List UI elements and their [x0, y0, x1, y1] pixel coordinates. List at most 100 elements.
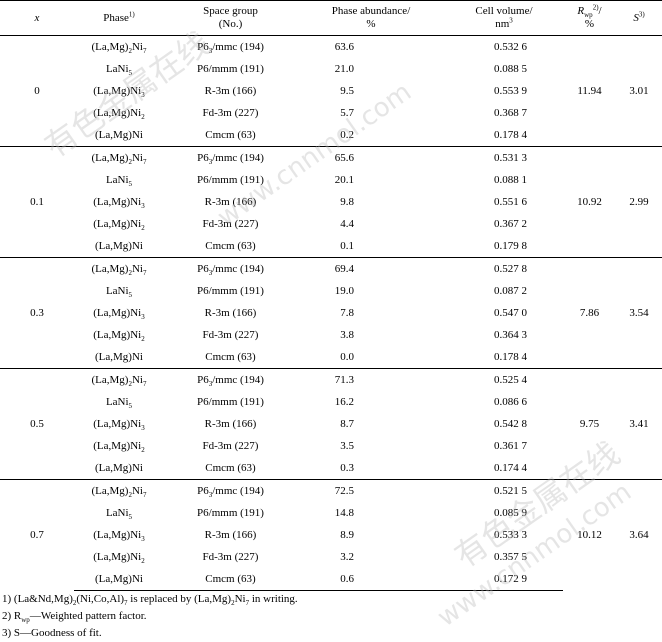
abundance-cell: 4.4 [340, 217, 354, 230]
phase-cell: LaNi5 [105, 284, 133, 299]
space-group-cell: P63/mmc (194) [164, 146, 297, 169]
space-group-cell: Fd-3m (227) [202, 328, 259, 341]
x-value: 0 [0, 35, 74, 147]
cell-volume-cell: 0.086 6 [494, 395, 527, 408]
phase-cell: LaNi5 [105, 395, 133, 410]
cell-volume-cell: 0.088 1 [494, 173, 527, 186]
abundance-cell: 72.5 [297, 479, 445, 502]
phase-cell: (La,Mg)Ni3 [93, 195, 145, 210]
x-value: 0.3 [0, 257, 74, 369]
space-group-cell: Fd-3m (227) [202, 550, 259, 563]
x-value: 0.7 [0, 479, 74, 591]
s-value: 3.01 [616, 35, 662, 147]
abundance-cell: 20.1 [334, 173, 354, 186]
space-group-cell: P6/mmm (191) [197, 506, 264, 519]
table-row: (La,Mg)Ni Cmcm (63) 0.3 0.174 4 [0, 457, 662, 480]
header-row: x Phase1) Space group (No.) Phase abundan… [0, 0, 662, 36]
space-group-cell: R-3m (166) [204, 195, 257, 208]
cell-volume-cell: 0.178 4 [494, 350, 527, 363]
abundance-cell: 3.8 [340, 328, 354, 341]
space-group-cell: R-3m (166) [204, 528, 257, 541]
rwp-value: 10.12 [563, 479, 616, 591]
cell-volume-cell: 0.521 5 [445, 479, 563, 502]
header-cell-volume: Cell volume/nm3 [445, 0, 563, 36]
abundance-cell: 5.7 [340, 106, 354, 119]
phase-cell: (La,Mg)Ni2 [93, 439, 145, 454]
abundance-cell: 63.6 [297, 35, 445, 58]
cell-volume-cell: 0.547 0 [494, 306, 527, 319]
cell-volume-cell: 0.367 2 [494, 217, 527, 230]
abundance-cell: 0.1 [340, 239, 354, 252]
s-value: 3.41 [616, 368, 662, 480]
abundance-cell: 69.4 [297, 257, 445, 280]
table-row: (La,Mg)Ni Cmcm (63) 0.2 0.178 4 [0, 124, 662, 147]
abundance-cell: 21.0 [334, 62, 354, 75]
cell-volume-cell: 0.178 4 [494, 128, 527, 141]
phase-cell: (La,Mg)Ni3 [93, 528, 145, 543]
space-group-cell: Fd-3m (227) [202, 439, 259, 452]
table-row: (La,Mg)Ni Cmcm (63) 0.6 0.172 9 [0, 568, 662, 591]
header-rwp: Rwp2)/% [563, 0, 616, 36]
cell-volume-cell: 0.531 3 [445, 146, 563, 169]
table-row: (La,Mg)Ni3 R-3m (166) 8.7 0.542 8 [0, 413, 662, 435]
header-x: x [0, 0, 74, 36]
rwp-value: 10.92 [563, 146, 616, 258]
table-row: LaNi5 P6/mmm (191) 14.8 0.085 9 [0, 502, 662, 524]
cell-volume-cell: 0.551 6 [494, 195, 527, 208]
header-abundance: Phase abundance/% [297, 0, 445, 36]
cell-volume-cell: 0.087 2 [494, 284, 527, 297]
table-row: 0.5 (La,Mg)2Ni7 P63/mmc (194) 71.3 0.525 4 9.… [0, 368, 662, 480]
table-row: LaNi5 P6/mmm (191) 19.0 0.087 2 [0, 280, 662, 302]
abundance-cell: 19.0 [334, 284, 354, 297]
table-row: 0.3 (La,Mg)2Ni7 P63/mmc (194) 69.4 0.527 8 7.… [0, 257, 662, 369]
phase-cell: (La,Mg)Ni2 [93, 106, 145, 121]
cell-volume-cell: 0.085 9 [494, 506, 527, 519]
table-body: 0 (La,Mg)2Ni7 P63/mmc (194) 63.6 0.532 6 11.9… [0, 35, 662, 591]
space-group-cell: P63/mmc (194) [164, 368, 297, 391]
cell-volume-cell: 0.364 3 [494, 328, 527, 341]
space-group-cell: Fd-3m (227) [202, 217, 259, 230]
phase-cell: LaNi5 [105, 506, 133, 521]
s-value: 2.99 [616, 146, 662, 258]
cell-volume-cell: 0.533 3 [494, 528, 527, 541]
space-group-cell: R-3m (166) [204, 84, 257, 97]
phase-cell: (La,Mg)Ni2 [93, 217, 145, 232]
table-row: 0.7 (La,Mg)2Ni7 P63/mmc (194) 72.5 0.521 5 10… [0, 479, 662, 591]
phase-cell: (La,Mg)Ni2 [93, 328, 145, 343]
phase-cell: LaNi5 [105, 62, 133, 77]
abundance-cell: 0.3 [340, 461, 354, 474]
phase-cell: (La,Mg)Ni3 [93, 306, 145, 321]
x-value: 0.1 [0, 146, 74, 258]
phase-cell: (La,Mg)2Ni7 [74, 35, 164, 58]
phase-cell: (La,Mg)Ni [74, 568, 164, 591]
footnote-1: 1) (La&Nd,Mg)2(Ni,Co,Al)7 is replaced by… [2, 593, 298, 608]
cell-volume-cell: 0.361 7 [494, 439, 527, 452]
space-group-cell: P6/mmm (191) [197, 395, 264, 408]
cell-volume-cell: 0.174 4 [494, 461, 527, 474]
s-value: 3.64 [616, 479, 662, 591]
table-row: 0.1 (La,Mg)2Ni7 P63/mmc (194) 65.6 0.531 3 10… [0, 146, 662, 258]
cell-volume-cell: 0.532 6 [445, 35, 563, 58]
phase-cell: (La,Mg)Ni [95, 128, 143, 141]
abundance-cell: 65.6 [297, 146, 445, 169]
table-row: (La,Mg)Ni2 Fd-3m (227) 3.8 0.364 3 [0, 324, 662, 346]
s-value: 3.54 [616, 257, 662, 369]
abundance-cell: 16.2 [334, 395, 354, 408]
abundance-cell: 7.8 [340, 306, 354, 319]
header-s: S3) [616, 0, 662, 36]
space-group-cell: P6/mmm (191) [197, 173, 264, 186]
table-row: (La,Mg)Ni3 R-3m (166) 7.8 0.547 0 [0, 302, 662, 324]
space-group-cell: Cmcm (63) [205, 461, 256, 474]
header-space-group: Space group (No.) [164, 0, 297, 36]
table-row: 0 (La,Mg)2Ni7 P63/mmc (194) 63.6 0.532 6 11.9… [0, 35, 662, 147]
cell-volume-cell: 0.542 8 [494, 417, 527, 430]
rwp-value: 11.94 [563, 35, 616, 147]
cell-volume-cell: 0.553 9 [494, 84, 527, 97]
footnote-2: 2) Rwp—Weighted pattern factor. [2, 610, 147, 625]
abundance-cell: 8.9 [340, 528, 354, 541]
cell-volume-cell: 0.088 5 [494, 62, 527, 75]
space-group-cell: Cmcm (63) [205, 350, 256, 363]
space-group-cell: P63/mmc (194) [164, 35, 297, 58]
abundance-cell: 0.0 [340, 350, 354, 363]
